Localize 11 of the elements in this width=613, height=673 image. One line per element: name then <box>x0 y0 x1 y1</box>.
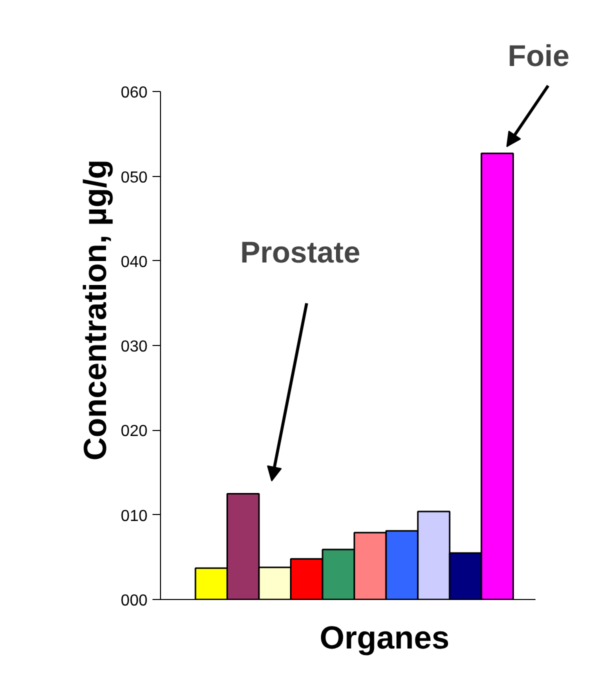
annotation: Prostate <box>240 236 360 270</box>
y-tick-label: 050 <box>120 169 148 186</box>
y-tick-label: 030 <box>120 338 148 356</box>
y-tick-label: 000 <box>120 592 148 610</box>
text: Foie <box>508 40 570 73</box>
y-axis-title: Concentration, µg/g <box>76 159 113 461</box>
y-tick-label: 010 <box>120 508 148 525</box>
y-tick-label: 020 <box>120 423 148 440</box>
y-tick-label: 060 <box>120 84 148 102</box>
y-tick-label: 040 <box>120 254 148 271</box>
x-axis-title: Organes <box>320 620 450 656</box>
